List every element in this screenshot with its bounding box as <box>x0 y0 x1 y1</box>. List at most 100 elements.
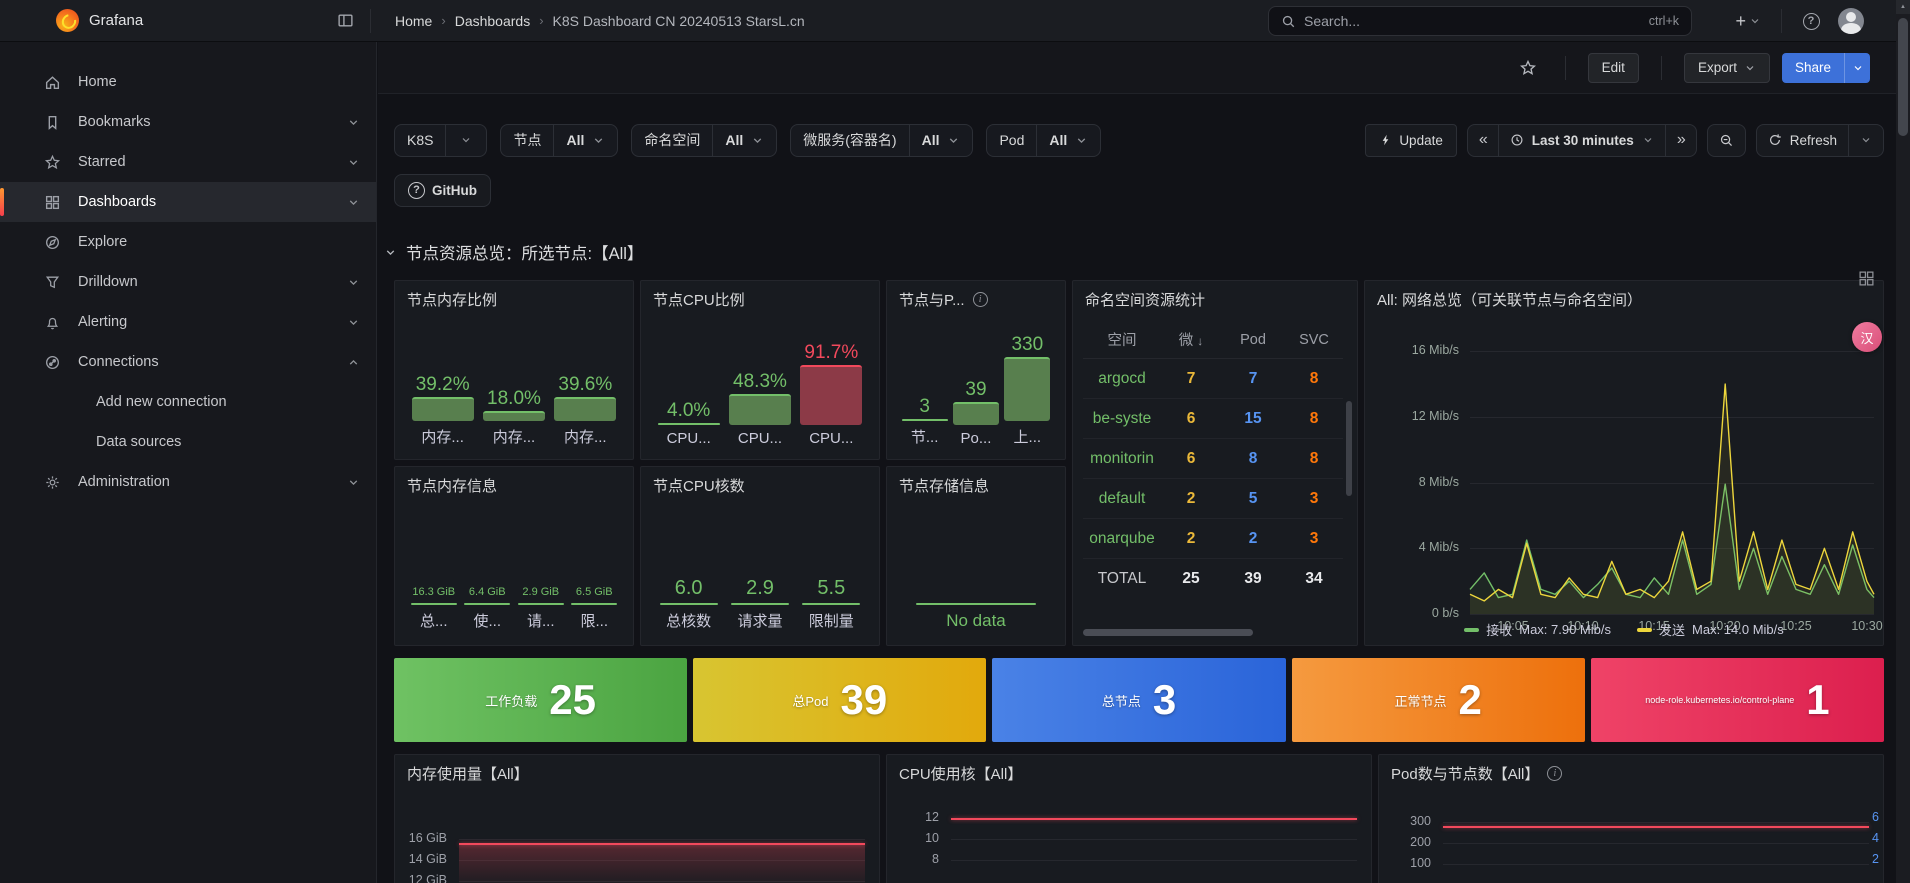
panel-title[interactable]: CPU使用核【All】 <box>887 755 1371 784</box>
scrollbar-thumb[interactable] <box>1898 18 1908 136</box>
info-icon[interactable]: i <box>972 292 988 307</box>
variable-value[interactable]: All <box>553 124 617 156</box>
table-horizontal-scrollbar[interactable] <box>1083 629 1253 636</box>
favorite-star-icon[interactable] <box>1513 53 1543 83</box>
column-header[interactable]: 空间 <box>1107 333 1137 349</box>
column-header[interactable]: SVC <box>1299 331 1329 348</box>
datasource-picker[interactable]: K8S <box>394 123 488 157</box>
chevron-down-icon[interactable] <box>445 124 486 156</box>
panel-title[interactable]: 节点存储信息 <box>887 467 1065 496</box>
gauge-value: 4.0% <box>667 400 711 422</box>
panel-title[interactable]: 节点内存比例 <box>395 281 633 310</box>
table-row[interactable]: onarqube 2 2 3 <box>1083 519 1343 559</box>
sidebar-item-bookmarks[interactable]: Bookmarks <box>0 102 376 142</box>
translate-extension-badge[interactable]: 汉 <box>1852 322 1882 352</box>
table-row[interactable]: be-syste 6 15 8 <box>1083 399 1343 439</box>
search-input[interactable]: ctrl+k <box>1268 6 1692 36</box>
info-icon[interactable]: i <box>1547 766 1563 781</box>
panel-title[interactable]: 节点与P... i <box>887 281 1065 310</box>
big-stat-value: 39 <box>840 676 888 723</box>
help-button[interactable]: ? <box>1796 6 1826 36</box>
legend-item[interactable]: 接收 Max: 7.90 Mib/s <box>1464 620 1611 639</box>
panel-title[interactable]: 节点CPU核数 <box>641 467 879 496</box>
update-button[interactable]: Update <box>1365 123 1457 157</box>
refresh-button[interactable]: Refresh <box>1757 125 1848 156</box>
breadcrumb-item[interactable]: K8S Dashboard CN 20240513 StarsL.cn <box>552 12 805 29</box>
column-header[interactable]: 微 ↓ <box>1178 333 1204 349</box>
table-row[interactable]: default 2 5 3 <box>1083 479 1343 519</box>
series-area-fill <box>459 845 865 883</box>
share-caret-button[interactable] <box>1844 52 1870 83</box>
breadcrumb-item[interactable]: Dashboards <box>454 12 531 29</box>
export-button[interactable]: Export <box>1683 52 1770 83</box>
panel-title[interactable]: All: 网络总览（可关联节点与命名空间） <box>1365 281 1883 310</box>
panel-cpu-usage: CPU使用核【All】 12 10 8 <box>886 754 1372 883</box>
section-header[interactable]: 节点资源总览：所选节点:【All】 <box>384 240 643 264</box>
table-row[interactable]: argocd 7 7 8 <box>1083 359 1343 399</box>
github-label: GitHub <box>432 182 477 198</box>
sidebar-item-administration[interactable]: Administration <box>0 462 376 502</box>
network-chart-svg[interactable] <box>1469 343 1875 614</box>
table-row[interactable]: monitorin 6 8 8 <box>1083 439 1343 479</box>
y-axis-tick: 12 <box>925 810 939 824</box>
variable-picker-3[interactable]: Pod All <box>986 123 1102 157</box>
panel-grid-icon[interactable] <box>1858 270 1875 287</box>
time-range-button[interactable]: Last 30 minutes <box>1497 124 1665 156</box>
time-shift-back-button[interactable]: « <box>1478 131 1488 148</box>
stat-label: 限... <box>580 613 608 630</box>
big-stat-4[interactable]: node-role.kubernetes.io/control-plane 1 <box>1590 658 1885 742</box>
refresh-interval-caret[interactable] <box>1848 124 1883 156</box>
panel-title[interactable]: 节点内存信息 <box>395 467 633 496</box>
sidebar-item-drilldown[interactable]: Drilldown <box>0 262 376 302</box>
panel-title[interactable]: 命名空间资源统计 <box>1073 281 1357 310</box>
variable-picker-0[interactable]: 节点 All <box>500 123 619 157</box>
brand[interactable]: Grafana <box>0 9 330 32</box>
panel-title[interactable]: Pod数与节点数【All】 i <box>1379 755 1883 784</box>
chevron-up-icon <box>347 356 360 369</box>
gridline <box>951 860 1357 861</box>
column-header[interactable]: Pod <box>1240 331 1266 348</box>
table-vertical-scrollbar[interactable] <box>1346 401 1352 496</box>
panel-title[interactable]: 内存使用量【All】 <box>395 755 879 784</box>
sidebar-item-home[interactable]: Home <box>0 62 376 102</box>
time-zoom-out-button[interactable] <box>1708 125 1745 156</box>
panel-title[interactable]: 节点CPU比例 <box>641 281 879 310</box>
datasource-value[interactable]: K8S <box>407 132 434 148</box>
add-button[interactable]: + <box>1729 11 1767 32</box>
big-stat-2[interactable]: 总节点 3 <box>992 658 1286 742</box>
variable-value[interactable]: All <box>1036 124 1100 156</box>
variable-picker-2[interactable]: 微服务(容器名) All <box>790 123 974 157</box>
namespace-table[interactable]: 空间 微 ↓ Pod SVC argocd 7 7 8 be-syste 6 15 8 monitorin… <box>1083 321 1343 599</box>
sidebar-item-starred[interactable]: Starred <box>0 142 376 182</box>
variable-value[interactable]: All <box>712 124 776 156</box>
sidebar-item-connections[interactable]: Connections <box>0 342 376 382</box>
big-stat-1[interactable]: 总Pod 39 <box>693 658 987 742</box>
legend-item[interactable]: 发送 Max: 14.0 Mib/s <box>1637 620 1784 639</box>
table-row[interactable]: TOTAL 25 39 34 <box>1083 559 1343 599</box>
sidebar-item-data-sources[interactable]: Data sources <box>0 422 376 462</box>
big-stat-3[interactable]: 正常节点 2 <box>1291 658 1585 742</box>
avatar[interactable] <box>1838 8 1864 34</box>
time-shift-forward-button[interactable]: » <box>1664 124 1696 156</box>
search-field[interactable] <box>1304 13 1641 29</box>
panel-cpu-ratio: 节点CPU比例 4.0% CPU... 48.3% CPU... 91.7% CPU... <box>640 280 880 460</box>
brand-name: Grafana <box>89 12 144 29</box>
github-button[interactable]: ? GitHub <box>394 173 491 207</box>
sidebar-item-alerting[interactable]: Alerting <box>0 302 376 342</box>
sidebar-toggle-icon[interactable] <box>330 6 360 36</box>
gridline <box>951 839 1357 840</box>
sidebar-item-dashboards[interactable]: Dashboards <box>0 182 376 222</box>
variable-picker-1[interactable]: 命名空间 All <box>631 123 778 157</box>
breadcrumb-item[interactable]: Home <box>395 12 433 29</box>
page-scrollbar[interactable]: ▲ <box>1896 0 1910 883</box>
stat-underline <box>410 602 457 605</box>
share-button[interactable]: Share <box>1781 52 1870 83</box>
edit-button[interactable]: Edit <box>1587 52 1639 83</box>
sidebar-item-add-new-connection[interactable]: Add new connection <box>0 382 376 422</box>
scrollbar-up-arrow-icon[interactable]: ▲ <box>1896 0 1910 14</box>
big-stat-0[interactable]: 工作负载 25 <box>394 658 688 742</box>
share-label[interactable]: Share <box>1781 52 1844 83</box>
variable-value[interactable]: All <box>908 124 973 156</box>
filter-bar-right: Update « Last 30 minutes » <box>1365 123 1884 157</box>
sidebar-item-explore[interactable]: Explore <box>0 222 376 262</box>
